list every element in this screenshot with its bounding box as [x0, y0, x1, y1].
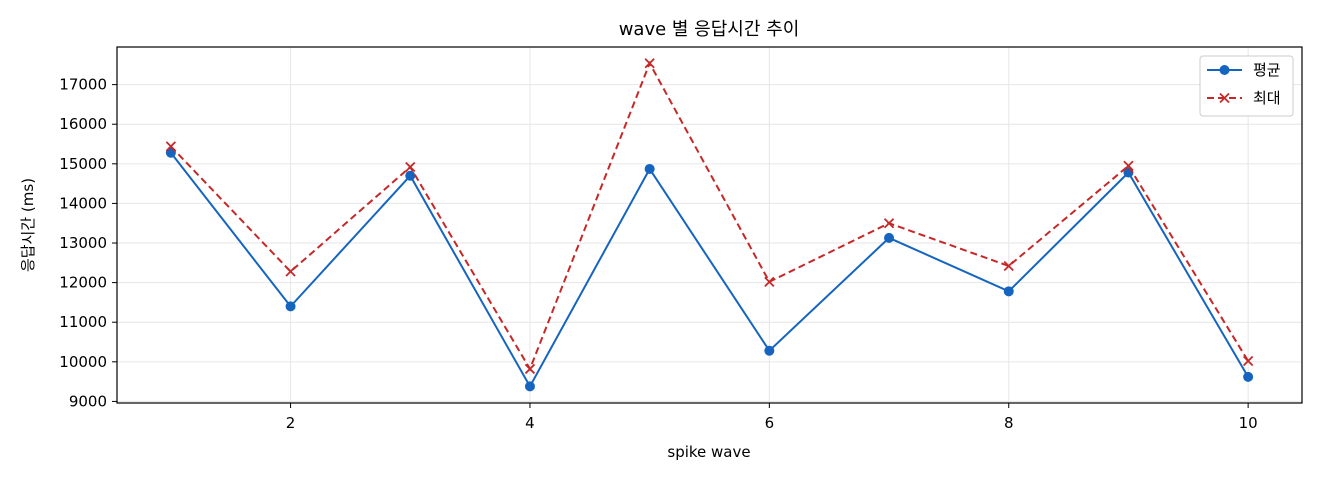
y-tick-label: 10000 — [59, 353, 107, 371]
data-point-max — [764, 276, 775, 287]
plot-frame — [116, 46, 1303, 404]
data-point-max — [405, 161, 416, 173]
y-tick-label: 13000 — [59, 234, 107, 252]
data-point-max-stroke — [644, 58, 655, 69]
data-point-max-stroke — [1003, 260, 1014, 272]
data-point-max — [165, 141, 177, 152]
data-point-average — [524, 381, 535, 392]
data-point-average — [1243, 371, 1254, 382]
data-point-average — [285, 301, 296, 312]
data-point-max-stroke — [1123, 160, 1134, 171]
y-axis-label: 응답시간 (ms) — [19, 178, 37, 272]
y-tick-label: 14000 — [59, 194, 107, 212]
data-point-max-stroke — [883, 218, 895, 229]
y-tick-label: 16000 — [59, 115, 107, 133]
legend-marker-max-stroke — [1219, 92, 1230, 104]
data-point-max — [1003, 260, 1014, 272]
data-point-average — [1003, 286, 1014, 297]
data-point-max — [285, 266, 296, 277]
y-tick-label: 15000 — [59, 155, 107, 173]
data-point-average — [764, 345, 775, 356]
legend-label-max: 최대 — [1253, 89, 1281, 107]
y-tick-label: 17000 — [59, 76, 107, 94]
x-tick-label: 6 — [765, 414, 775, 432]
data-point-max-stroke — [764, 276, 775, 287]
data-point-average — [884, 232, 895, 243]
grid — [117, 47, 1302, 403]
y-tick-label: 12000 — [59, 274, 107, 292]
data-point-max — [644, 58, 655, 69]
axis-ticks: 2 4 6 8 10 9000 10000 11000 12000 13000 14000 15000… — [59, 76, 1257, 432]
series-layer — [165, 58, 1254, 392]
legend-marker-average — [1219, 65, 1230, 75]
chart-title: wave 별 응답시간 추이 — [619, 19, 800, 40]
data-point-max-stroke — [405, 161, 416, 173]
data-point-max — [524, 363, 536, 375]
data-point-max — [1242, 355, 1254, 367]
series-line-average — [170, 152, 1249, 389]
data-point-average — [644, 163, 655, 174]
data-point-average — [405, 170, 416, 181]
data-point-max — [1123, 160, 1134, 171]
data-point-max-stroke — [285, 266, 296, 277]
x-tick-label: 10 — [1239, 414, 1258, 432]
data-point-max-stroke — [524, 363, 536, 375]
data-point-max-stroke — [165, 141, 177, 152]
y-tick-label: 11000 — [59, 313, 107, 331]
x-tick-label: 2 — [286, 414, 296, 432]
y-tick-label: 9000 — [69, 392, 107, 410]
x-tick-label: 4 — [525, 414, 535, 432]
x-axis-label: spike wave — [667, 443, 750, 461]
x-tick-label: 8 — [1004, 414, 1014, 432]
legend-marker-max — [1219, 92, 1230, 104]
data-point-max — [883, 218, 895, 229]
legend-label-average: 평균 — [1253, 61, 1281, 79]
data-point-max-stroke — [1242, 355, 1254, 367]
